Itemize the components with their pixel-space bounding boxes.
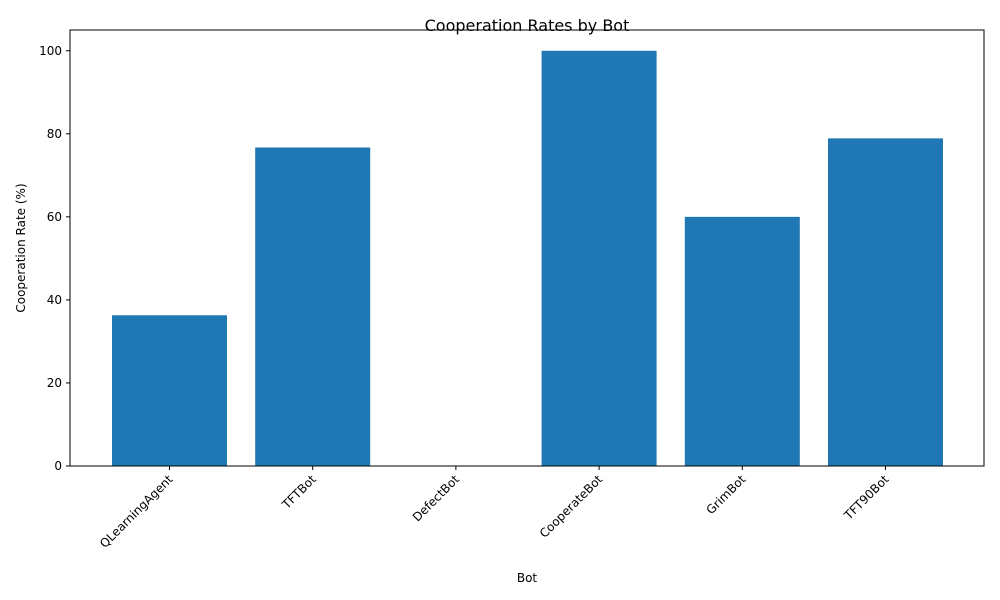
x-tick-label: TFTBot xyxy=(279,472,319,512)
y-tick-label: 80 xyxy=(47,127,62,141)
x-tick-label: GrimBot xyxy=(703,472,748,517)
plot-frame xyxy=(69,29,985,467)
bar-tft90bot xyxy=(828,138,943,466)
x-tick-label: DefectBot xyxy=(410,472,462,524)
x-axis: QLearningAgent TFTBot DefectBot CooperateBo… xyxy=(97,466,892,551)
y-axis: 0 20 40 60 80 100 xyxy=(39,44,70,473)
bar-tftbot xyxy=(255,147,371,466)
bar-cooperatebot xyxy=(541,50,657,466)
bars-group xyxy=(112,50,943,466)
chart-title: Cooperation Rates by Bot xyxy=(425,16,630,35)
x-axis-label: Bot xyxy=(517,571,538,585)
x-tick-label: TFT90Bot xyxy=(841,472,892,523)
x-tick-label: QLearningAgent xyxy=(97,472,176,551)
y-tick-label: 0 xyxy=(54,459,62,473)
y-axis-label: Cooperation Rate (%) xyxy=(14,183,28,312)
y-tick-label: 20 xyxy=(47,376,62,390)
y-tick-label: 40 xyxy=(47,293,62,307)
bar-grimbot xyxy=(684,216,800,466)
y-tick-label: 100 xyxy=(39,44,62,58)
bar-qlearningagent xyxy=(112,315,227,466)
x-tick-label: CooperateBot xyxy=(537,472,606,541)
y-tick-label: 60 xyxy=(47,210,62,224)
